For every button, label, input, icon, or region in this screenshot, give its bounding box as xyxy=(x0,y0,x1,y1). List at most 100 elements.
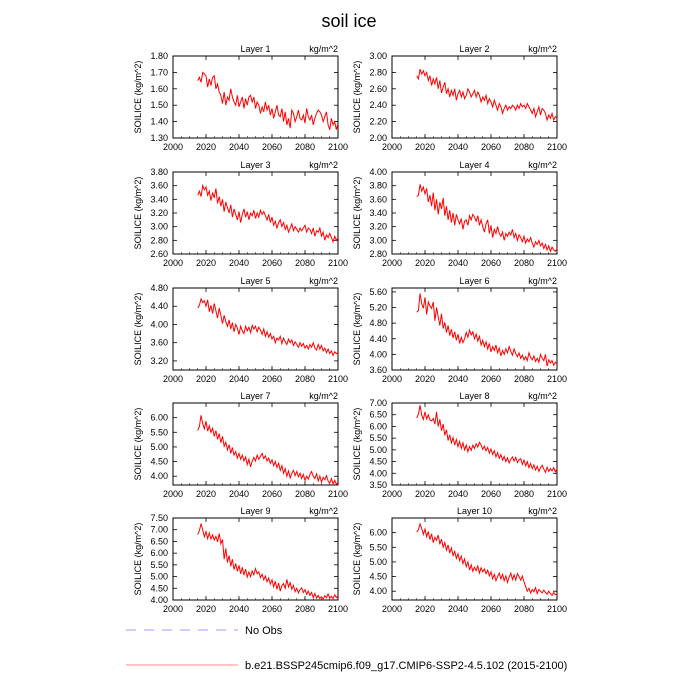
y-tick-label: 2.80 xyxy=(150,235,168,245)
legend-obs-label: No Obs xyxy=(245,625,283,637)
y-tick-label: 6.50 xyxy=(369,410,387,420)
panel-ylabel: SOILICE (kg/m^2) xyxy=(133,293,143,366)
y-tick-label: 2.00 xyxy=(369,133,387,143)
plot-frame xyxy=(391,55,558,139)
y-tick-label: 6.00 xyxy=(150,413,168,423)
y-tick-label: 1.80 xyxy=(150,51,168,61)
y-tick-label: 5.20 xyxy=(369,303,387,313)
x-tick-label: 2020 xyxy=(196,258,216,268)
y-tick-label: 1.40 xyxy=(150,117,168,127)
panel-ylabel: SOILICE (kg/m^2) xyxy=(352,408,362,481)
panel-5: 2000 2020 2040 2060 2080 2100 3.20 3.60 4.00 4.40… xyxy=(133,276,348,384)
series-line xyxy=(197,297,339,357)
x-tick-label: 2080 xyxy=(514,258,534,268)
x-tick-label: 2100 xyxy=(328,374,348,384)
panel-3: 2000 2020 2040 2060 2080 2100 2.60 2.80 3.00 3.20… xyxy=(133,160,348,268)
y-tick-label: 7.50 xyxy=(150,513,168,523)
y-tick-label: 6.00 xyxy=(369,528,387,538)
x-tick-label: 2060 xyxy=(262,604,282,614)
y-tick-label: 4.40 xyxy=(150,301,168,311)
series-line xyxy=(416,184,558,253)
y-tick-label: 5.60 xyxy=(369,287,387,297)
panel-units: kg/m^2 xyxy=(528,506,557,516)
series-line xyxy=(416,293,558,367)
x-tick-label: 2040 xyxy=(229,489,249,499)
panel-8: 2000 2020 2040 2060 2080 2100 3.50 4.004.50 5.00… xyxy=(352,391,567,499)
y-tick-label: 3.80 xyxy=(150,167,168,177)
y-tick-label: 4.00 xyxy=(150,319,168,329)
y-tick-label: 2.20 xyxy=(369,117,387,127)
plot-frame xyxy=(172,55,339,139)
x-tick-label: 2100 xyxy=(547,142,567,152)
panel-title: Layer 1 xyxy=(240,44,270,54)
panel-ylabel: SOILICE (kg/m^2) xyxy=(352,61,362,134)
y-tick-label: 1.50 xyxy=(150,100,168,110)
x-tick-label: 2040 xyxy=(229,142,249,152)
x-tick-label: 2060 xyxy=(481,374,501,384)
x-tick-label: 2040 xyxy=(229,258,249,268)
panel-ylabel: SOILICE (kg/m^2) xyxy=(352,523,362,596)
y-tick-label: 3.60 xyxy=(150,181,168,191)
panel-units: kg/m^2 xyxy=(309,506,338,516)
y-tick-label: 3.20 xyxy=(369,222,387,232)
y-tick-label: 4.50 xyxy=(369,457,387,467)
x-tick-label: 2040 xyxy=(448,489,468,499)
y-tick-label: 4.00 xyxy=(369,349,387,359)
x-tick-label: 2000 xyxy=(382,604,402,614)
y-tick-label: 1.70 xyxy=(150,67,168,77)
y-tick-label: 3.40 xyxy=(150,194,168,204)
x-tick-label: 2080 xyxy=(514,604,534,614)
plot-frame xyxy=(172,171,339,255)
x-tick-label: 2000 xyxy=(163,489,183,499)
y-tick-label: 2.80 xyxy=(369,249,387,259)
panel-ylabel: SOILICE (kg/m^2) xyxy=(352,177,362,250)
x-tick-label: 2080 xyxy=(295,489,315,499)
y-tick-label: 3.40 xyxy=(369,208,387,218)
panel-7: 2000 2020 2040 2060 2080 2100 4.00 4.50 5.00 5.50… xyxy=(133,391,348,499)
panel-units: kg/m^2 xyxy=(309,391,338,401)
y-tick-label: 4.80 xyxy=(150,283,168,293)
panel-title: Layer 5 xyxy=(240,276,270,286)
y-tick-label: 3.20 xyxy=(150,208,168,218)
y-tick-label: 3.00 xyxy=(369,235,387,245)
x-tick-label: 2040 xyxy=(448,258,468,268)
panel-ylabel: SOILICE (kg/m^2) xyxy=(133,523,143,596)
y-tick-label: 4.50 xyxy=(369,572,387,582)
x-tick-label: 2000 xyxy=(163,258,183,268)
y-tick-label: 4.40 xyxy=(369,334,387,344)
plot-frame xyxy=(391,517,558,601)
y-tick-label: 7.00 xyxy=(150,525,168,535)
y-tick-label: 4.00 xyxy=(369,468,387,478)
x-tick-label: 2020 xyxy=(415,604,435,614)
x-tick-label: 2040 xyxy=(448,374,468,384)
panel-units: kg/m^2 xyxy=(528,391,557,401)
plot-frame xyxy=(172,287,339,371)
x-tick-label: 2020 xyxy=(415,142,435,152)
y-tick-label: 3.00 xyxy=(369,51,387,61)
x-tick-label: 2000 xyxy=(382,258,402,268)
panel-units: kg/m^2 xyxy=(309,160,338,170)
x-tick-label: 2080 xyxy=(295,604,315,614)
y-tick-label: 3.50 xyxy=(369,480,387,490)
panel-10: 2000 2020 2040 2060 2080 2100 4.00 4.50 5.00 5.50… xyxy=(352,506,567,614)
y-tick-label: 4.00 xyxy=(150,595,168,605)
panel-title: Layer 8 xyxy=(459,391,489,401)
y-tick-label: 4.80 xyxy=(369,318,387,328)
x-tick-label: 2060 xyxy=(262,258,282,268)
plot-frame xyxy=(391,287,558,371)
x-tick-label: 2100 xyxy=(547,604,567,614)
x-tick-label: 2080 xyxy=(295,258,315,268)
y-tick-label: 4.00 xyxy=(369,586,387,596)
y-tick-label: 3.60 xyxy=(150,338,168,348)
y-tick-label: 2.40 xyxy=(369,100,387,110)
panel-units: kg/m^2 xyxy=(309,44,338,54)
x-tick-label: 2060 xyxy=(481,258,501,268)
panel-units: kg/m^2 xyxy=(309,276,338,286)
x-tick-label: 2080 xyxy=(514,142,534,152)
x-tick-label: 2080 xyxy=(295,142,315,152)
y-tick-label: 4.00 xyxy=(369,167,387,177)
series-line xyxy=(416,522,558,597)
x-tick-label: 2100 xyxy=(547,489,567,499)
x-tick-label: 2040 xyxy=(229,374,249,384)
